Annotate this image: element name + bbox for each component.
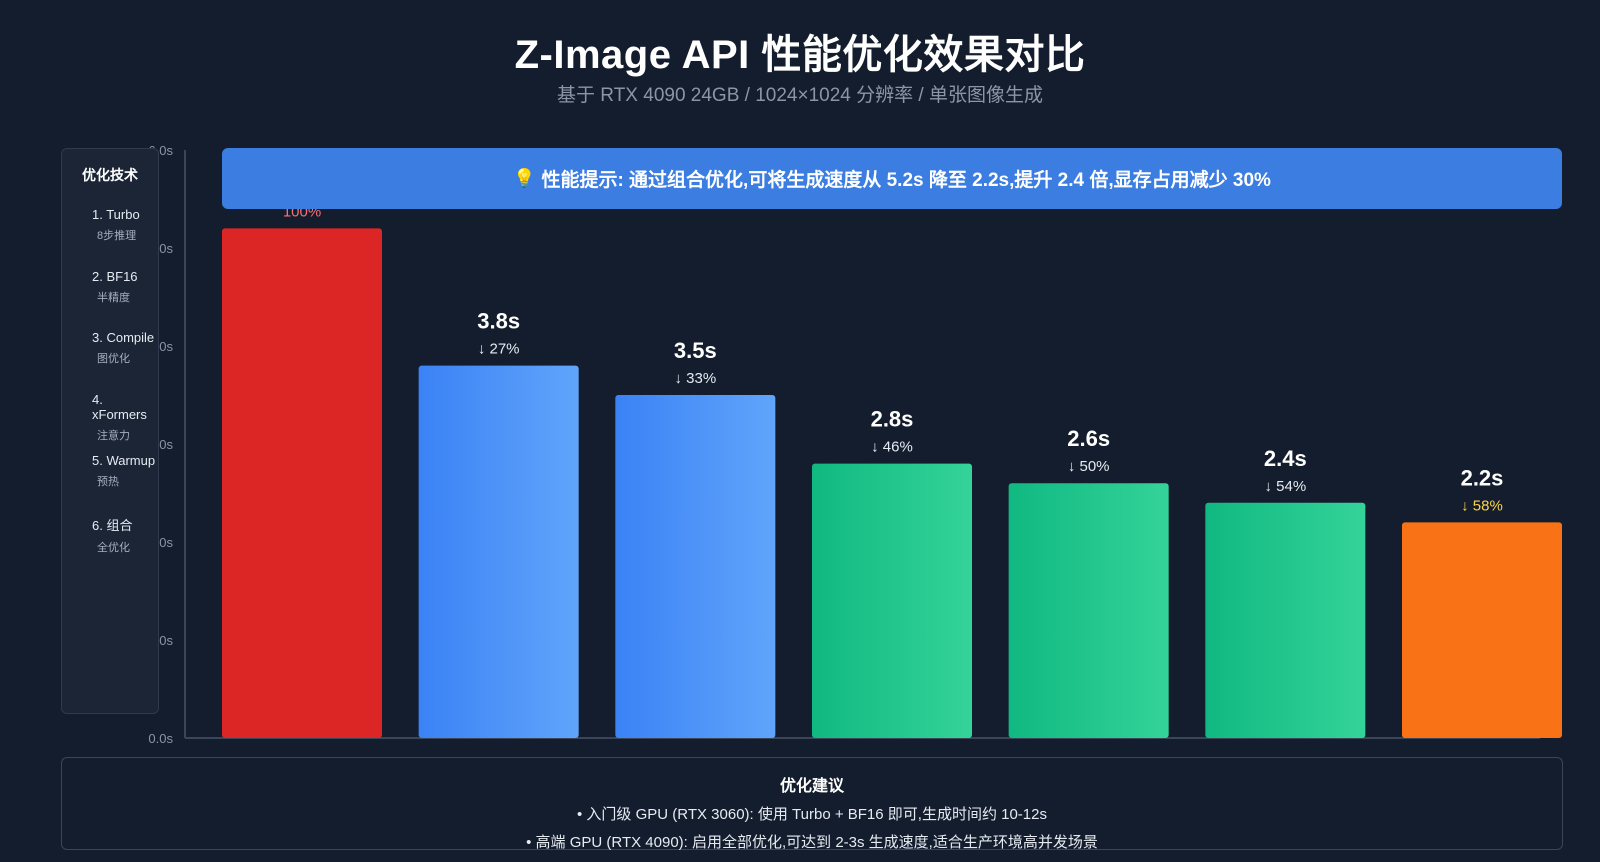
bar xyxy=(615,395,776,738)
bar-change-label: ↓ 33% xyxy=(674,370,716,387)
bar xyxy=(1205,502,1366,738)
y-tick-label: 0.0s xyxy=(148,731,173,746)
advice-title: 优化建议 xyxy=(779,778,844,795)
legend-item-warmup: 5. Warmup 预热 xyxy=(62,453,158,515)
legend-item-desc: 图优化 xyxy=(97,353,130,365)
bar-chart: 0.0s1.0s2.0s3.0s4.0s5.0s6.0s 5.2s100%3.8… xyxy=(148,143,1562,746)
bar-value-label: 2.2s xyxy=(1461,465,1504,490)
legend-item-desc: 注意力 xyxy=(97,429,130,442)
legend-item-desc: 8步推理 xyxy=(97,230,137,242)
optimization-advice-panel: 优化建议 • 入门级 GPU (RTX 3060): 使用 Turbo + BF… xyxy=(61,757,1563,851)
bar-change-label: ↓ 58% xyxy=(1461,497,1503,514)
bar xyxy=(812,463,972,738)
legend-item-combined: 6. 组合 全优化 xyxy=(62,515,158,577)
performance-tip-banner: 💡 性能提示: 通过组合优化,可将生成速度从 5.2s 降至 2.2s,提升 2… xyxy=(222,148,1562,209)
legend-item-name: 6. 组合 xyxy=(92,517,133,533)
legend-title: 优化技术 xyxy=(82,167,138,183)
bar-value-label: 2.8s xyxy=(871,407,914,432)
chart-title: Z-Image API 性能优化效果对比 xyxy=(514,33,1086,77)
bar xyxy=(1008,483,1169,738)
legend-item-xformers: 4. xFormers 注意力 xyxy=(62,392,158,454)
bars xyxy=(222,228,1562,738)
lightbulb-icon: 💡 xyxy=(513,168,536,188)
bar-change-label: ↓ 27% xyxy=(478,341,520,358)
legend-item-name: 2. BF16 xyxy=(92,268,138,284)
bar-labels: 5.2s100%3.8s↓ 27%3.5s↓ 33%2.8s↓ 46%2.6s↓… xyxy=(281,171,1504,514)
bar xyxy=(1402,522,1562,738)
bar-value-label: 2.6s xyxy=(1067,426,1110,451)
tip-text: 性能提示: 通过组合优化,可将生成速度从 5.2s 降至 2.2s,提升 2.4… xyxy=(541,170,1271,191)
legend-item-desc: 预热 xyxy=(97,476,119,488)
bar-change-label: ↓ 54% xyxy=(1264,478,1306,495)
legend-item-bf16: 2. BF16 半精度 xyxy=(62,269,158,331)
bar-value-label: 3.8s xyxy=(477,309,520,334)
chart-subtitle: 基于 RTX 4090 24GB / 1024×1024 分辨率 / 单张图像生… xyxy=(557,85,1043,106)
bar-change-label: ↓ 50% xyxy=(1068,458,1110,475)
legend-item-name: 4. xFormers xyxy=(92,391,147,422)
legend-item-desc: 全优化 xyxy=(97,541,130,554)
bar-change-label: ↓ 46% xyxy=(871,439,913,456)
advice-line: • 高端 GPU (RTX 4090): 启用全部优化,可达到 2-3s 生成速… xyxy=(526,834,1098,851)
bar xyxy=(418,365,579,738)
legend-item-turbo: 1. Turbo 8步推理 xyxy=(62,207,158,269)
optimization-legend-panel: 优化技术 1. Turbo 8步推理 2. BF16 半精度 3. Compil… xyxy=(61,148,159,714)
advice-line: • 入门级 GPU (RTX 3060): 使用 Turbo + BF16 即可… xyxy=(577,806,1047,823)
legend-item-name: 1. Turbo xyxy=(92,207,140,222)
bar-value-label: 2.4s xyxy=(1264,446,1307,471)
bar-value-label: 3.5s xyxy=(674,338,717,363)
legend-item-name: 3. Compile xyxy=(92,330,155,345)
legend-item-desc: 半精度 xyxy=(97,291,130,304)
legend-item-name: 5. Warmup xyxy=(92,453,156,468)
legend-item-compile: 3. Compile 图优化 xyxy=(62,330,158,392)
bar xyxy=(222,228,382,738)
